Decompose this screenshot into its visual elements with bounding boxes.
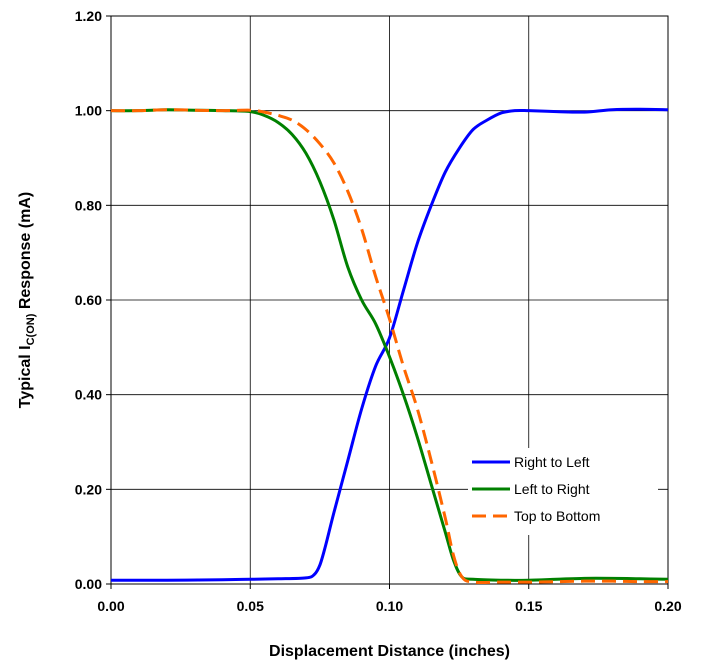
x-axis-title: Displacement Distance (inches)	[269, 643, 510, 660]
y-tick-label: 0.40	[75, 387, 102, 403]
legend: Right to Left Left to Right Top to Bottom	[468, 448, 658, 535]
y-axis-title: Typical IC(ON) Response (mA)	[17, 192, 37, 408]
y-axis-title-subscript: C(ON)	[25, 313, 37, 345]
y-tick-label: 0.80	[75, 197, 102, 213]
x-tick-label: 0.20	[654, 598, 681, 614]
y-tick-label: 1.00	[75, 103, 102, 119]
series-line-top-to-bottom	[110, 108, 669, 584]
y-axis-title-suffix: Response (mA)	[17, 192, 34, 314]
series-layer	[110, 107, 669, 584]
y-axis-title-prefix: Typical I	[17, 345, 34, 408]
y-tick-label: 0.00	[75, 576, 102, 592]
legend-label-right-to-left: Right to Left	[514, 454, 590, 470]
series-line-right-to-left	[110, 107, 669, 582]
x-tick-label: 0.05	[237, 598, 264, 614]
axis-ticks: 0.00 0.20 0.40 0.60 0.80 1.00 1.20 0.00 0.05 0.10…	[75, 8, 682, 614]
x-tick-label: 0.15	[515, 598, 542, 614]
x-tick-label: 0.10	[376, 598, 403, 614]
y-tick-label: 0.20	[75, 481, 102, 497]
y-tick-label: 1.20	[75, 8, 102, 24]
legend-label-top-to-bottom: Top to Bottom	[514, 508, 600, 524]
y-tick-label: 0.60	[75, 292, 102, 308]
legend-label-left-to-right: Left to Right	[514, 481, 590, 497]
x-tick-label: 0.00	[97, 598, 124, 614]
